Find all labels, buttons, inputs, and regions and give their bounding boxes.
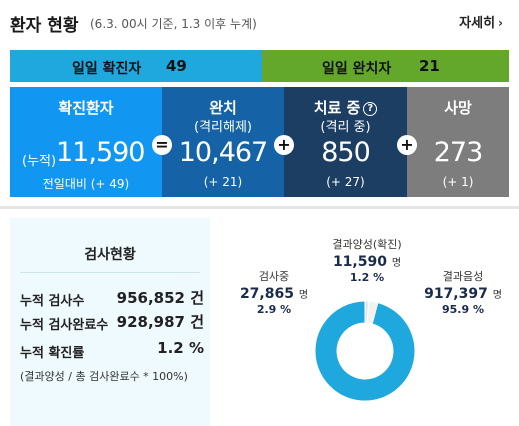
card-released-value: 10,467 (178, 137, 268, 168)
test-row-label: 누적 검사수 (20, 294, 85, 309)
more-label: 자세히 (459, 16, 496, 31)
card-treating-header: 치료 중? (284, 97, 407, 118)
card-released: 완치 (격리해제) 10,467 (+ 21) (162, 87, 284, 197)
chart-label-unit: 명 (391, 258, 402, 269)
test-row-value: 1.2 % (157, 339, 204, 357)
chart-label-value-line: 917,397 명 (408, 286, 518, 302)
card-released-title: 완치 (209, 99, 237, 117)
chart-label-unit: 명 (298, 290, 309, 301)
more-link[interactable]: 자세히 › (459, 12, 503, 31)
test-status-title: 검사현황 (84, 247, 136, 263)
plus-operator-2: + (397, 135, 417, 155)
test-status-divider (20, 272, 200, 273)
chart-label-name: 결과양성(확진) (332, 238, 402, 251)
test-result-chart: 결과양성(확진) 11,590 명 1.2 % 검사중 27,865 명 2.9… (212, 218, 519, 426)
chart-label-unit: 명 (492, 290, 502, 301)
test-row-completed: 누적 검사완료수 928,987 건 (20, 313, 204, 333)
test-row-value: 928,987 건 (116, 313, 204, 331)
chart-label-confirmed: 결과양성(확진) 11,590 명 1.2 % (312, 236, 422, 284)
chart-label-pct: 2.9 % (256, 303, 292, 316)
test-row-rate: 누적 확진률 1.2 % (20, 339, 204, 361)
card-released-title2: (격리해제) (194, 120, 252, 135)
card-treating-title2: (격리 중) (320, 120, 371, 135)
test-row-label: 누적 검사완료수 (20, 318, 109, 333)
daily-confirmed-label: 일일 확진자 (72, 61, 142, 77)
card-confirmed-sub: 전일대비 (+ 49) (42, 177, 130, 191)
card-confirmed-value: 11,590 (56, 137, 145, 168)
test-row-value: 956,852 건 (116, 289, 204, 307)
chart-label-value: 917,397 (424, 286, 488, 302)
daily-confirmed-bar: 일일 확진자 49 (10, 50, 262, 82)
equals-operator: = (152, 135, 172, 155)
card-deaths-sub: (+ 1) (442, 175, 474, 189)
card-confirmed-title: 확진환자 (58, 99, 114, 117)
card-treating: 치료 중? (격리 중) 850 (+ 27) (284, 87, 407, 197)
section-divider (0, 206, 519, 209)
card-deaths-title: 사망 (444, 99, 472, 117)
card-confirmed-prefix: (누적) (22, 154, 57, 169)
test-rate-note: (결과양성 / 총 검사완료수 * 100%) (20, 370, 188, 383)
card-deaths-value: 273 (433, 137, 484, 168)
chart-label-negative: 결과음성 917,397 명 95.9 % (408, 268, 518, 316)
card-deaths: 사망 273 (+ 1) (407, 87, 509, 197)
daily-released-bar: 일일 완치자 21 (262, 50, 509, 82)
chart-label-pct: 95.9 % (442, 303, 484, 316)
daily-released-value: 21 (419, 57, 440, 75)
page-title: 환자 현황 (10, 16, 79, 36)
daily-released-label: 일일 완치자 (322, 61, 392, 77)
chart-label-testing: 검사중 27,865 명 2.9 % (224, 268, 324, 316)
card-treating-title: 치료 중 (313, 99, 361, 117)
test-row-total: 누적 검사수 956,852 건 (20, 289, 204, 309)
plus-operator-1: + (274, 135, 294, 155)
chevron-right-icon: › (498, 16, 503, 30)
donut-slice-negative (314, 300, 416, 402)
chart-label-name: 결과음성 (442, 270, 484, 283)
chart-label-value-line: 11,590 명 (312, 254, 422, 270)
card-treating-sub: (+ 27) (326, 175, 365, 189)
header: 환자 현황 (6.3. 00시 기준, 1.3 이후 누계) 자세히 › (0, 0, 519, 42)
daily-confirmed-value: 49 (166, 57, 187, 75)
card-released-sub: (+ 21) (203, 175, 243, 189)
chart-label-name: 검사중 (258, 270, 290, 283)
test-status-panel: 검사현황 누적 검사수 956,852 건 누적 검사완료수 928,987 건… (10, 218, 210, 426)
card-treating-value: 850 (321, 137, 371, 168)
chart-label-value-line: 27,865 명 (224, 286, 324, 302)
chart-label-pct: 1.2 % (349, 271, 385, 284)
question-circle-icon[interactable]: ? (363, 102, 378, 116)
donut-chart (314, 300, 416, 402)
chart-label-value: 27,865 (239, 286, 294, 302)
chart-label-value: 11,590 (332, 254, 387, 270)
page-subtitle: (6.3. 00시 기준, 1.3 이후 누계) (90, 17, 257, 31)
test-row-label: 누적 확진률 (20, 346, 85, 361)
card-confirmed: 확진환자 (누적) 11,590 전일대비 (+ 49) (10, 87, 162, 197)
